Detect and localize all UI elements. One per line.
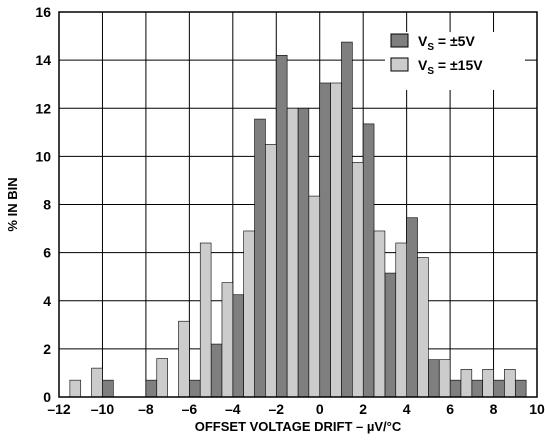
x-tick-label: 6 <box>446 401 454 417</box>
bar-vs-15v <box>265 144 277 398</box>
x-tick-label: 0 <box>316 401 324 417</box>
bar-vs-5v <box>406 217 418 398</box>
bar-vs-5v <box>102 379 114 398</box>
bar-vs-15v <box>221 282 234 398</box>
bar-vs-5v <box>384 272 397 398</box>
bar-vs-15v <box>156 358 168 398</box>
bar-vs-5v <box>254 118 266 398</box>
x-axis-ticks: –12 –10 –8 –6 –4 –2 0 2 4 6 8 10 <box>47 401 545 417</box>
bar-vs-15v <box>243 230 255 398</box>
bar-vs-5v <box>297 107 310 398</box>
x-tick-label: –6 <box>182 401 198 417</box>
bar-vs-15v <box>286 107 299 398</box>
legend-label-vs-15v: VS = ±15V <box>418 57 483 77</box>
bar-vs-15v <box>417 257 429 398</box>
plot-frame <box>58 11 538 398</box>
legend-label-vs-5v: VS = ±5V <box>418 33 475 53</box>
y-axis-title: % IN BIN <box>5 177 20 231</box>
bar-vs-15v <box>199 242 212 398</box>
y-tick-label: 8 <box>43 197 51 213</box>
y-tick-label: 6 <box>43 245 51 261</box>
bar-vs-5v <box>319 82 331 398</box>
x-tick-label: 10 <box>529 401 545 417</box>
y-tick-label: 0 <box>43 389 51 405</box>
bar-vs-15v <box>69 379 82 398</box>
y-tick-label: 12 <box>35 100 51 116</box>
bar-vs-15v <box>460 369 473 398</box>
bar-vs-15v <box>91 367 103 398</box>
x-tick-label: 8 <box>490 401 498 417</box>
bar-vs-5v <box>449 379 462 398</box>
bar-vs-15v <box>330 82 342 398</box>
bar-vs-5v <box>189 379 201 398</box>
x-tick-label: –10 <box>91 401 115 417</box>
bar-vs-5v <box>275 55 288 398</box>
legend-swatch-vs-5v <box>390 33 409 48</box>
bar-vs-15v <box>438 359 451 398</box>
x-axis-title: OFFSET VOLTAGE DRIFT – µV/°C <box>195 419 402 434</box>
y-axis-ticks: 0 2 4 6 8 10 12 14 16 <box>35 4 51 405</box>
x-tick-label: –4 <box>225 401 241 417</box>
y-tick-label: 2 <box>43 341 51 357</box>
bar-vs-15v <box>373 230 386 398</box>
y-tick-label: 14 <box>35 52 51 68</box>
bar-vs-5v <box>514 379 527 398</box>
bars <box>69 41 527 398</box>
bar-vs-5v <box>210 343 223 398</box>
x-tick-label: –2 <box>268 401 284 417</box>
x-tick-label: –8 <box>138 401 154 417</box>
x-tick-label: –12 <box>47 401 71 417</box>
bar-vs-5v <box>341 41 353 398</box>
bar-vs-15v <box>308 195 321 398</box>
y-tick-label: 16 <box>35 4 51 20</box>
bar-vs-15v <box>395 242 407 398</box>
bar-vs-15v <box>352 162 364 398</box>
bar-vs-5v <box>471 379 483 398</box>
y-tick-label: 4 <box>43 293 51 309</box>
bar-vs-5v <box>145 379 158 398</box>
bar-vs-5v <box>362 123 375 398</box>
bar-vs-5v <box>493 379 505 398</box>
bar-vs-15v <box>178 320 190 398</box>
bar-vs-15v <box>482 369 494 398</box>
bar-vs-5v <box>428 359 440 398</box>
x-tick-label: 4 <box>403 401 411 417</box>
legend: VS = ±5V VS = ±15V <box>385 32 525 90</box>
bar-vs-5v <box>232 294 244 398</box>
legend-swatch-vs-15v <box>390 57 409 72</box>
y-tick-label: 10 <box>35 148 51 164</box>
bar-vs-15v <box>504 369 516 398</box>
x-tick-label: 2 <box>359 401 367 417</box>
